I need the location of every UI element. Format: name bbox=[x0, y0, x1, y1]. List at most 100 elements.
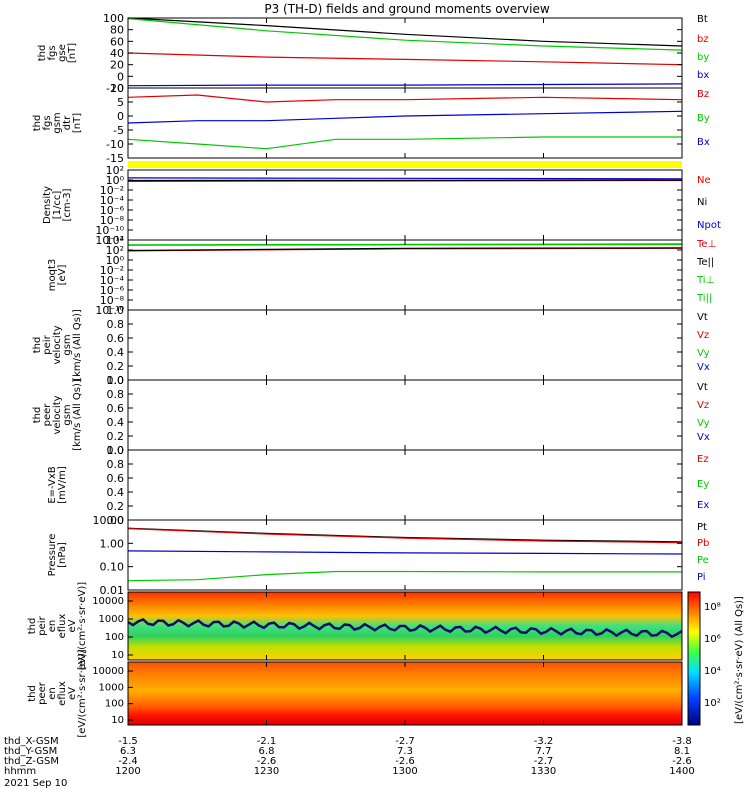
y-tick-label: 10⁻¹⁰ bbox=[95, 304, 124, 317]
y-label-line: [nT] bbox=[72, 113, 83, 133]
y-label-line: peer bbox=[42, 403, 53, 427]
x-row-value: 1330 bbox=[531, 766, 556, 777]
panel-frame bbox=[127, 449, 683, 521]
y-tick-label: 0.10 bbox=[100, 561, 125, 574]
spectrogram-band bbox=[127, 618, 683, 639]
y-axis-label: E=-VxB [mV/m] bbox=[47, 466, 68, 504]
y-tick-label: 100 bbox=[105, 699, 124, 710]
date-label: 2021 Sep 10 bbox=[4, 778, 67, 789]
y-label-line: [nT] bbox=[67, 43, 78, 63]
panel-frame bbox=[127, 309, 683, 381]
legend-vx: Vx bbox=[697, 362, 710, 373]
y-label-line: Pressure bbox=[47, 534, 58, 577]
y-tick-label: 0.4 bbox=[107, 486, 125, 499]
y-tick-label: 1.0 bbox=[107, 374, 125, 387]
legend-vt: Vt bbox=[697, 312, 708, 323]
y-tick-label: 10⁻⁶ bbox=[100, 284, 125, 297]
colorbar-tick: 10⁶ bbox=[704, 634, 721, 645]
y-label-line: eflux bbox=[57, 681, 68, 706]
y-label-line: E=-VxB bbox=[47, 466, 58, 503]
y-label-line: fgs bbox=[42, 115, 53, 130]
y-tick-label: 1000 bbox=[99, 682, 124, 693]
y-tick-label: 0.6 bbox=[107, 472, 125, 485]
series-bz bbox=[127, 94, 683, 103]
y-axis-label: moqt3 [eV] bbox=[47, 259, 68, 292]
panel-10: 10000 1000 100 10 thd peer en eflux eV [eV/(cm²·s… bbox=[27, 649, 683, 738]
colorbar-scale bbox=[687, 591, 701, 726]
y-label-line: eflux bbox=[57, 614, 68, 639]
series-pe bbox=[127, 570, 682, 582]
y-tick-label: 0.4 bbox=[107, 416, 125, 429]
y-tick-label: 80 bbox=[110, 24, 124, 37]
series-bz bbox=[127, 52, 683, 66]
x-row-value: -3.8 bbox=[672, 736, 692, 747]
panel-frame bbox=[127, 17, 683, 89]
x-row-value: 1230 bbox=[254, 766, 279, 777]
x-row-value: 7.7 bbox=[536, 746, 552, 757]
y-label-line: velocity bbox=[52, 325, 63, 364]
y-tick-label: 10⁻⁸ bbox=[100, 294, 125, 307]
legend-by: By bbox=[697, 113, 710, 124]
y-label-line: eV bbox=[67, 687, 78, 700]
spectrogram bbox=[128, 662, 682, 725]
y-tick-label: 0.0 bbox=[107, 444, 125, 457]
x-row-label: hhmm bbox=[4, 766, 36, 777]
legend-vx: Vx bbox=[697, 432, 710, 443]
y-label-line: moqt3 bbox=[47, 259, 58, 292]
y-tick-label: 10⁻² bbox=[100, 264, 124, 277]
x-row-value: -2.4 bbox=[118, 756, 138, 767]
y-tick-label: 10000 bbox=[92, 596, 124, 607]
y-tick-label: 1.0 bbox=[107, 444, 125, 457]
y-tick-label: 10⁻⁶ bbox=[100, 204, 125, 217]
legend-vy: Vy bbox=[697, 418, 710, 429]
y-tick-label: 10² bbox=[106, 244, 124, 257]
x-row-value: -2.7 bbox=[395, 736, 415, 747]
y-tick-label: 100 bbox=[103, 12, 124, 25]
y-label-line: en bbox=[47, 620, 58, 633]
y-label-line: [km/s (All Qs)] bbox=[72, 379, 83, 451]
legend-pi: Pi bbox=[697, 572, 706, 583]
y-label-line: [1/cc] bbox=[52, 191, 63, 220]
y-label-line: fgs bbox=[47, 45, 58, 60]
panel-frame bbox=[127, 519, 683, 591]
y-label-line: en bbox=[47, 687, 58, 700]
y-tick-label: 0.6 bbox=[107, 402, 125, 415]
x-row-value: 6.8 bbox=[259, 746, 275, 757]
x-row-value: -1.5 bbox=[118, 736, 138, 747]
colorbar-tick: 10⁸ bbox=[704, 602, 721, 613]
legend-te⊥: Te⊥ bbox=[696, 239, 716, 250]
legend-bx: Bx bbox=[697, 137, 710, 148]
legend-ey: Ey bbox=[697, 479, 709, 490]
y-tick-label: 0.01 bbox=[100, 584, 125, 597]
y-label-line: peir bbox=[37, 615, 48, 635]
panel-frame bbox=[127, 379, 683, 451]
legend-by: by bbox=[697, 52, 709, 63]
y-label-line: thd bbox=[32, 407, 43, 424]
y-tick-label: 100 bbox=[105, 632, 124, 643]
y-label-line: peir bbox=[42, 334, 53, 354]
y-label-line: [eV] bbox=[57, 265, 68, 286]
series-pi bbox=[127, 550, 683, 555]
y-label-line: [km/s (All Qs)] bbox=[72, 309, 83, 381]
x-row-value: 1200 bbox=[115, 766, 140, 777]
y-tick-label: 0.2 bbox=[107, 500, 125, 513]
legend-vz: Vz bbox=[697, 400, 709, 411]
y-tick-label: 10⁻¹² bbox=[95, 234, 124, 247]
x-axis: thd_X-GSM -1.5 -2.1 -2.7 -3.2 -3.8 thd_Y-GSM 6.… bbox=[4, 736, 695, 789]
y-tick-label: 10 bbox=[111, 650, 124, 661]
series-by bbox=[127, 18, 683, 51]
series-by bbox=[127, 136, 682, 150]
y-label-line: [eV/(cm²·s·sr·eV)] bbox=[77, 649, 88, 737]
colorbar-tick: 10² bbox=[704, 698, 721, 709]
colorbar-label-group: [eV/(cm²·s·sr·eV) (All Qs)] bbox=[734, 596, 745, 724]
x-row-value: -2.6 bbox=[672, 756, 692, 767]
y-tick-label: 0.8 bbox=[107, 318, 125, 331]
y-tick-label: -10 bbox=[106, 138, 124, 151]
x-row-value: -2.6 bbox=[395, 756, 415, 767]
y-label-line: velocity bbox=[52, 395, 63, 434]
y-label-line: dtr bbox=[62, 115, 73, 130]
x-row-value: -2.7 bbox=[534, 756, 554, 767]
x-row-value: 8.1 bbox=[674, 746, 690, 757]
